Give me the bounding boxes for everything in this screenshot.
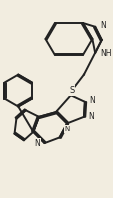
Text: N: N [88,112,94,121]
Text: S: S [68,86,74,95]
Text: N: N [34,139,40,148]
Text: NH: NH [99,50,110,58]
Text: N: N [89,96,94,105]
Text: N: N [99,21,105,30]
Text: N: N [64,126,69,132]
